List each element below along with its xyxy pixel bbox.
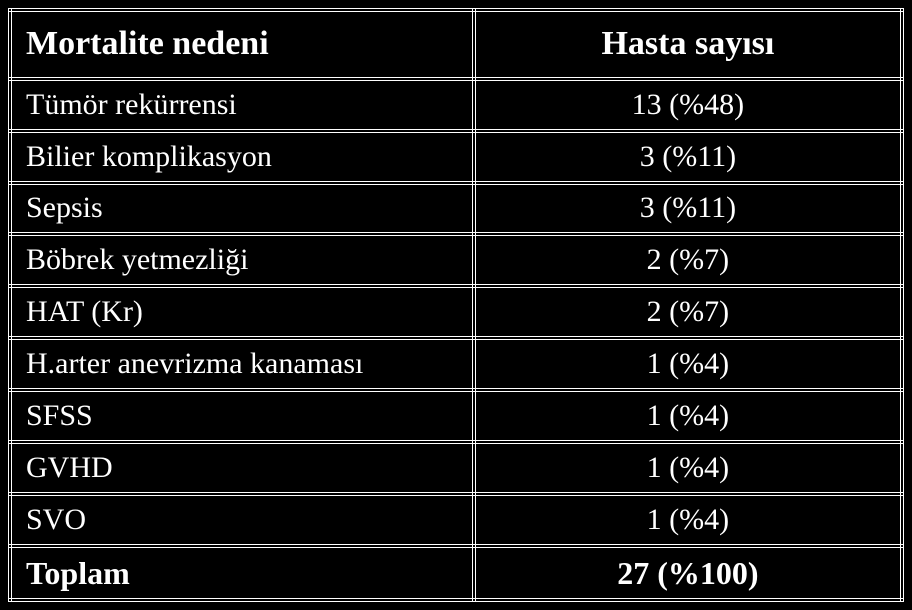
cell-count: 13 (%48) [474,79,902,131]
cell-count: 1 (%4) [474,338,902,390]
cell-cause: SVO [10,494,474,546]
table-row: GVHD 1 (%4) [10,442,902,494]
cell-cause: Tümör rekürrensi [10,79,474,131]
cell-cause: H.arter anevrizma kanaması [10,338,474,390]
cell-count: 1 (%4) [474,390,902,442]
cell-total-count: 27 (%100) [474,546,902,600]
cell-count: 1 (%4) [474,494,902,546]
mortality-table: Mortalite nedeni Hasta sayısı Tümör rekü… [8,8,904,602]
cell-count: 1 (%4) [474,442,902,494]
cell-total-cause: Toplam [10,546,474,600]
table-total-row: Toplam 27 (%100) [10,546,902,600]
mortality-table-container: Mortalite nedeni Hasta sayısı Tümör rekü… [0,0,912,610]
table-row: Böbrek yetmezliği 2 (%7) [10,234,902,286]
cell-cause: SFSS [10,390,474,442]
table-row: Tümör rekürrensi 13 (%48) [10,79,902,131]
table-row: H.arter anevrizma kanaması 1 (%4) [10,338,902,390]
table-row: HAT (Kr) 2 (%7) [10,286,902,338]
cell-count: 2 (%7) [474,234,902,286]
cell-cause: Sepsis [10,183,474,235]
cell-count: 2 (%7) [474,286,902,338]
table-row: SVO 1 (%4) [10,494,902,546]
table-row: Sepsis 3 (%11) [10,183,902,235]
table-header-row: Mortalite nedeni Hasta sayısı [10,10,902,79]
table-row: SFSS 1 (%4) [10,390,902,442]
table-row: Bilier komplikasyon 3 (%11) [10,131,902,183]
column-header-cause: Mortalite nedeni [10,10,474,79]
cell-count: 3 (%11) [474,131,902,183]
cell-cause: Böbrek yetmezliği [10,234,474,286]
cell-cause: HAT (Kr) [10,286,474,338]
cell-cause: GVHD [10,442,474,494]
cell-count: 3 (%11) [474,183,902,235]
column-header-count: Hasta sayısı [474,10,902,79]
cell-cause: Bilier komplikasyon [10,131,474,183]
